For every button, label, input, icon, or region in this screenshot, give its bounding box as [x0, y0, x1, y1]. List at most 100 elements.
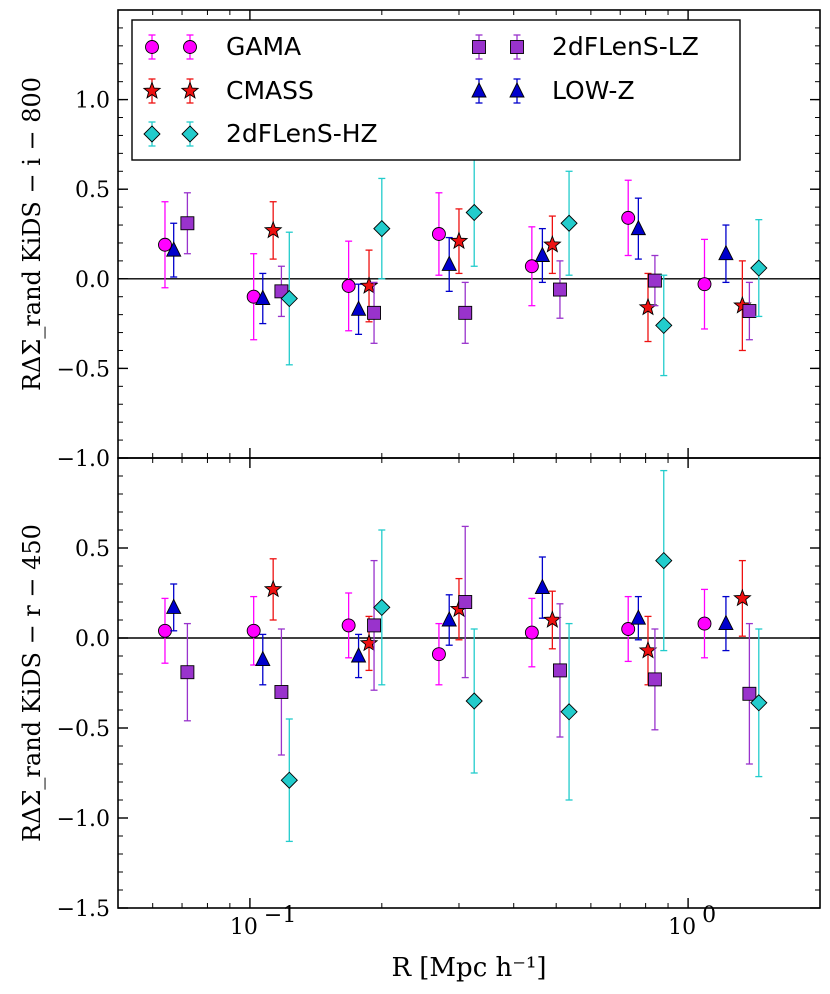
data-point-low-z: [165, 241, 182, 257]
data-point-2dflens-lz: [367, 305, 381, 320]
data-point-cmass: [543, 610, 562, 628]
y-tick-label: −1.0: [57, 807, 110, 832]
y-tick-label: −0.5: [57, 717, 110, 742]
data-point-low-z: [630, 609, 647, 625]
data-point-2dflens-hz: [465, 203, 483, 222]
x-tick-label-exponent: −1: [264, 903, 296, 928]
x-tick-label: 10: [668, 915, 696, 940]
data-point-gama: [246, 623, 261, 638]
data-point-cmass: [733, 295, 752, 314]
legend-marker-2dflens-lz: [510, 40, 524, 54]
data-point-cmass: [733, 588, 752, 607]
data-point-gama: [431, 227, 446, 241]
y-tick-label: 0.0: [75, 268, 110, 293]
data-point-2dflens-lz: [367, 618, 381, 633]
y-tick-label: −1.0: [57, 447, 110, 472]
y-tick-label: 0.0: [75, 627, 110, 652]
legend-marker-2dflens-hz: [181, 125, 199, 143]
legend-label-gama: GAMA: [226, 32, 301, 61]
data-point-low-z: [255, 650, 271, 667]
data-point-low-z: [255, 289, 271, 305]
data-point-2dflens-hz: [560, 703, 578, 721]
data-point-low-z: [718, 244, 734, 261]
legend-label-2dflens-hz: 2dFLenS-HZ: [226, 119, 378, 148]
legend-label-cmass: CMASS: [226, 76, 314, 105]
legend-box: [131, 19, 741, 161]
data-point-gama: [697, 616, 712, 631]
data-point-low-z: [350, 646, 367, 663]
legend-marker-2dflens-lz: [472, 40, 486, 54]
data-point-gama: [697, 277, 712, 292]
legend-marker-low-z: [471, 81, 487, 98]
bottom-y-axis-label: RΔΣ_rand KiDS − r − 450: [18, 524, 46, 842]
series-gama-bottom: [158, 588, 712, 686]
series-2dflens-lz-top: [180, 192, 757, 344]
data-point-2dflens-lz: [274, 685, 289, 699]
data-point-2dflens-hz: [750, 694, 768, 712]
data-point-2dflens-hz: [465, 692, 483, 710]
series-gama-top: [158, 179, 712, 341]
axis-ticks: −1.0−0.50.00.51.0−1.5−1.0−0.50.00.510 −1 1…: [57, 9, 821, 940]
data-point-gama: [341, 279, 356, 293]
legend-label-2dflens-lz: 2dFLenS-LZ: [552, 32, 699, 61]
y-tick-label: 1.0: [75, 89, 110, 114]
data-point-2dflens-hz: [655, 551, 673, 570]
legend-marker-cmass: [142, 81, 162, 99]
legend-marker-2dflens-hz: [143, 125, 161, 143]
data-point-gama: [158, 237, 172, 252]
data-point-gama: [158, 623, 172, 638]
data-point-2dflens-lz: [742, 304, 757, 319]
data-point-cmass: [263, 220, 283, 239]
data-point-gama: [431, 647, 446, 662]
legend-marker-low-z: [509, 81, 525, 98]
x-axis-label: R [Mpc h⁻¹]: [391, 953, 546, 983]
data-point-low-z: [718, 614, 734, 631]
data-point-2dflens-lz: [647, 672, 662, 687]
data-point-2dflens-lz: [647, 273, 662, 288]
legend-marker-gama: [145, 40, 159, 54]
data-point-low-z: [350, 300, 367, 316]
data-points: [158, 158, 768, 843]
data-point-2dflens-lz: [553, 282, 567, 297]
x-tick-label-exponent: 0: [702, 903, 716, 928]
data-point-cmass: [543, 234, 562, 253]
data-point-2dflens-hz: [280, 289, 298, 308]
data-point-2dflens-lz: [458, 595, 473, 609]
legend-marker-cmass: [180, 81, 200, 99]
series-2dflens-hz-top: [280, 158, 768, 377]
data-point-cmass: [359, 276, 379, 294]
data-point-2dflens-hz: [373, 598, 391, 617]
data-point-2dflens-lz: [180, 216, 195, 231]
y-tick-label: −0.5: [57, 357, 110, 382]
data-point-gama: [524, 259, 539, 274]
legend-label-low-z: LOW-Z: [552, 76, 635, 105]
y-tick-label: −1.5: [57, 897, 110, 922]
data-point-low-z: [441, 610, 457, 627]
bottom-panel-frame: [117, 457, 821, 909]
legend: GAMA CMASS 2dFLenS-HZ 2dFLenS-LZ LOW-Z: [131, 19, 741, 161]
data-point-cmass: [449, 231, 469, 250]
data-point-2dflens-hz: [373, 219, 391, 238]
legend-markers: [142, 34, 525, 147]
data-point-cmass: [263, 579, 283, 598]
data-point-2dflens-hz: [655, 316, 673, 335]
data-point-gama: [341, 618, 356, 633]
data-point-low-z: [534, 578, 551, 595]
data-point-gama: [621, 622, 636, 636]
data-point-2dflens-lz: [180, 665, 195, 680]
data-point-2dflens-hz: [750, 259, 768, 277]
y-tick-label: 0.5: [75, 178, 110, 203]
series-low-z-bottom: [165, 556, 734, 686]
top-y-axis-label: RΔΣ_rand KiDS − i − 800: [18, 77, 46, 391]
series-cmass-top: [263, 201, 752, 352]
data-point-low-z: [534, 246, 551, 262]
data-point-low-z: [630, 219, 647, 236]
series-low-z-top: [165, 197, 734, 336]
data-point-low-z: [441, 255, 457, 271]
series-cmass-bottom: [263, 558, 752, 686]
x-tick-label: 10: [230, 915, 258, 940]
data-point-2dflens-lz: [458, 305, 473, 320]
series-2dflens-lz-bottom: [180, 525, 757, 765]
data-point-2dflens-hz: [560, 214, 578, 232]
